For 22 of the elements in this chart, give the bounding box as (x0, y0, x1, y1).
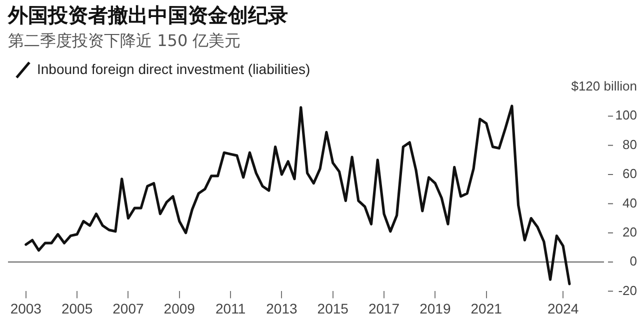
x-tick-label: 2017 (368, 300, 400, 316)
x-tick-label: 2019 (420, 300, 451, 316)
chart-title: 外国投资者撤出中国资金创纪录 (8, 2, 288, 29)
y-tick-label: 0 (630, 254, 637, 269)
y-tick-label: 100 (615, 108, 637, 123)
x-tick-label: 2003 (10, 300, 42, 316)
y-tick-label: -20 (618, 282, 637, 298)
x-tick-label: 2005 (61, 300, 93, 316)
y-tick-label: 20 (622, 224, 637, 240)
x-tick-label: 2015 (317, 300, 349, 316)
y-tick-label: 40 (622, 195, 637, 210)
x-tick-label: 2009 (164, 300, 196, 316)
y-tick-label: 60 (622, 166, 637, 182)
x-tick-label: 2021 (470, 300, 502, 316)
x-tick-label: 2011 (215, 300, 246, 316)
x-tick-label: 2013 (266, 300, 298, 316)
x-tick-label: 2024 (547, 300, 579, 316)
chart-subtitle: 第二季度投资下降近 150 亿美元 (8, 31, 241, 52)
y-tick-label: 80 (622, 136, 637, 152)
legend-label: Inbound foreign direct investment (liabilities) (37, 60, 310, 77)
x-tick-label: 2007 (112, 300, 144, 316)
y-tick-label: $120 billion (571, 78, 637, 94)
